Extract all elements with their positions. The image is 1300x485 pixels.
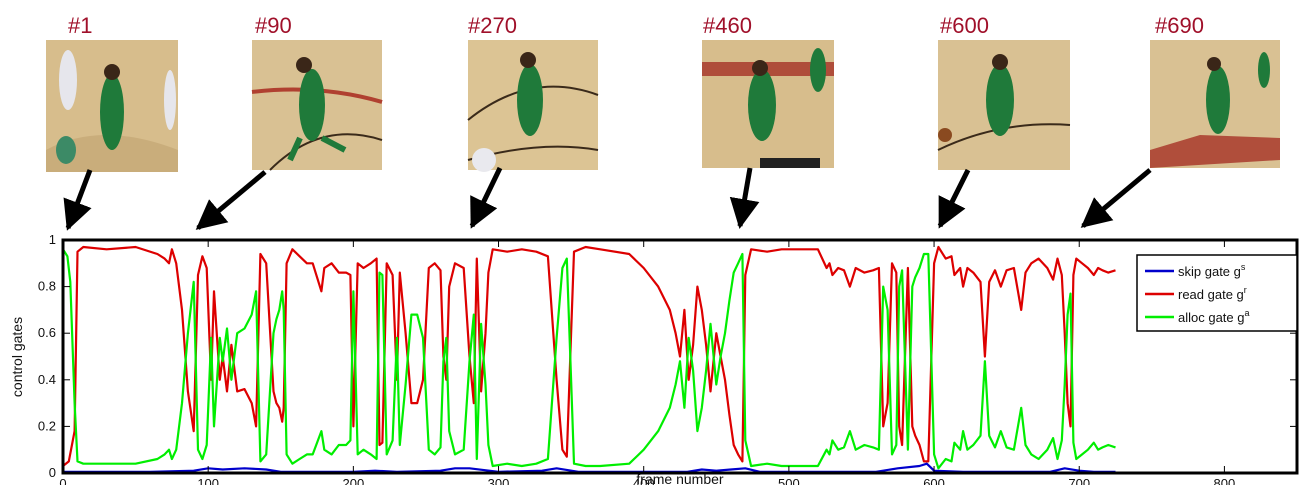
x-tick-label: 0 [59, 476, 66, 485]
plot-frame [61, 238, 1299, 475]
x-tick-label: 100 [197, 476, 219, 485]
arrow-frame-690 [1080, 168, 1152, 228]
series-line-read [62, 245, 1116, 467]
y-tick-label: 1 [49, 232, 56, 247]
pointer-arrows [63, 166, 1152, 231]
legend-label-read: read gate gr [1178, 285, 1247, 302]
x-tick-label: 800 [1214, 476, 1236, 485]
y-axis-title: control gates [9, 317, 25, 397]
x-tick-label: 600 [923, 476, 945, 485]
frame-label-690: #690 [1155, 13, 1204, 38]
series-layer [62, 245, 1116, 473]
arrow-frame-460 [729, 167, 760, 229]
frame-label-1: #1 [68, 13, 92, 38]
thumbnail-frame-690 [1150, 40, 1280, 168]
arrow-frame-600 [937, 168, 971, 229]
x-tick-label: 700 [1068, 476, 1090, 485]
frame-label-600: #600 [940, 13, 989, 38]
gate-plot: 0 100 200 300 400 500 600 700 800 0 0.2 0.4 0.6 0.8 1 [38, 232, 1299, 485]
series-line-alloc [62, 248, 1116, 470]
arrow-frame-1 [63, 169, 93, 231]
frame-label-90: #90 [255, 13, 292, 38]
y-tick-label: 0 [49, 465, 56, 480]
y-tick-label: 0.4 [38, 372, 56, 387]
frame-label-270: #270 [468, 13, 517, 38]
thumbnail-frame-1 [46, 40, 178, 172]
y-tick-label: 0.2 [38, 418, 56, 433]
y-tick-label: 0.8 [38, 279, 56, 294]
thumbnail-frame-600 [937, 40, 1071, 170]
thumbnail-frame-460 [702, 40, 834, 168]
x-tick-label: 300 [488, 476, 510, 485]
thumbnail-frame-270 [467, 40, 599, 172]
x-axis-title: frame number [636, 471, 723, 485]
thumbnail-frame-90 [251, 40, 383, 171]
arrow-frame-270 [469, 166, 503, 229]
arrow-frame-90 [195, 170, 267, 230]
x-tick-label: 400 [633, 476, 655, 485]
legend-label-alloc: alloc gate ga [1178, 308, 1250, 325]
frame-label-460: #460 [703, 13, 752, 38]
y-tick-label: 0.6 [38, 325, 56, 340]
legend-label-skip: skip gate gs [1178, 262, 1246, 279]
x-tick-label: 200 [343, 476, 365, 485]
ticks-layer: 0 100 200 300 400 500 600 700 800 0 0.2 0.4 0.6 0.8 1 [38, 232, 1297, 485]
x-tick-label: 500 [778, 476, 800, 485]
legend: skip gate gs read gate gr alloc gate ga [1136, 254, 1298, 332]
